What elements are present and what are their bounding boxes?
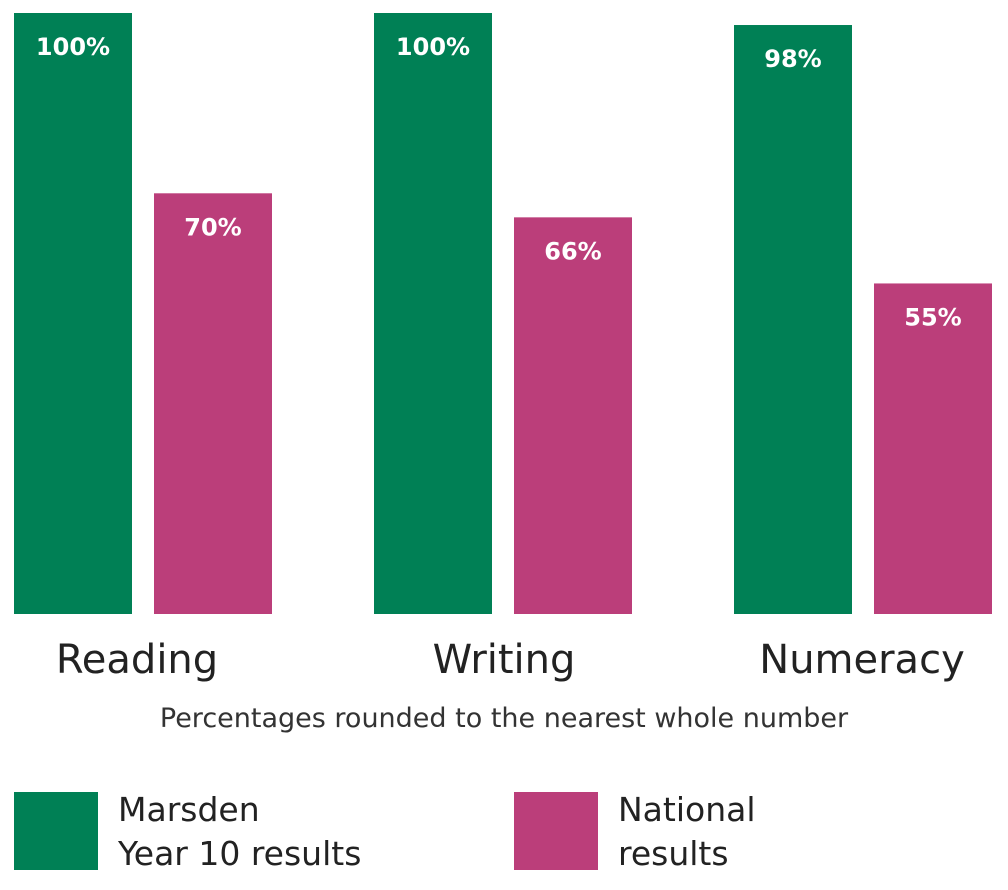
legend-item-national: National results xyxy=(514,790,894,873)
legend-label-line: Year 10 results xyxy=(118,834,362,873)
bar-numeracy-marsden xyxy=(734,25,852,614)
bar-numeracy-national xyxy=(874,283,992,614)
legend-label-marsden: Marsden Year 10 results xyxy=(118,788,398,876)
legend-item-marsden: Marsden Year 10 results xyxy=(14,790,394,873)
category-label-reading: Reading xyxy=(56,637,218,683)
category-label-writing: Writing xyxy=(433,637,576,683)
legend-swatch-national xyxy=(514,792,598,870)
legend-label-line: National xyxy=(618,790,756,829)
data-label-reading-national: 70% xyxy=(184,213,241,241)
data-label-writing-national: 66% xyxy=(544,237,601,265)
legend-label-national: National results xyxy=(618,788,898,876)
bar-reading-national xyxy=(154,193,272,615)
bar-reading-marsden xyxy=(14,13,132,614)
legend-swatch-marsden xyxy=(14,792,98,870)
category-label-numeracy: Numeracy xyxy=(759,637,964,683)
bar-writing-national xyxy=(514,217,632,614)
data-label-numeracy-marsden: 98% xyxy=(764,45,821,73)
bar-chart: 100% 70% Reading 100% 66% Writing 98% 55% Numera… xyxy=(14,13,992,683)
legend-label-line: Marsden xyxy=(118,790,260,829)
data-label-reading-marsden: 100% xyxy=(36,33,110,61)
data-label-numeracy-national: 55% xyxy=(904,303,961,331)
legend-label-line: results xyxy=(618,834,729,873)
bar-writing-marsden xyxy=(374,13,492,614)
chart-note: Percentages rounded to the nearest whole… xyxy=(159,703,849,734)
data-label-writing-marsden: 100% xyxy=(396,33,470,61)
